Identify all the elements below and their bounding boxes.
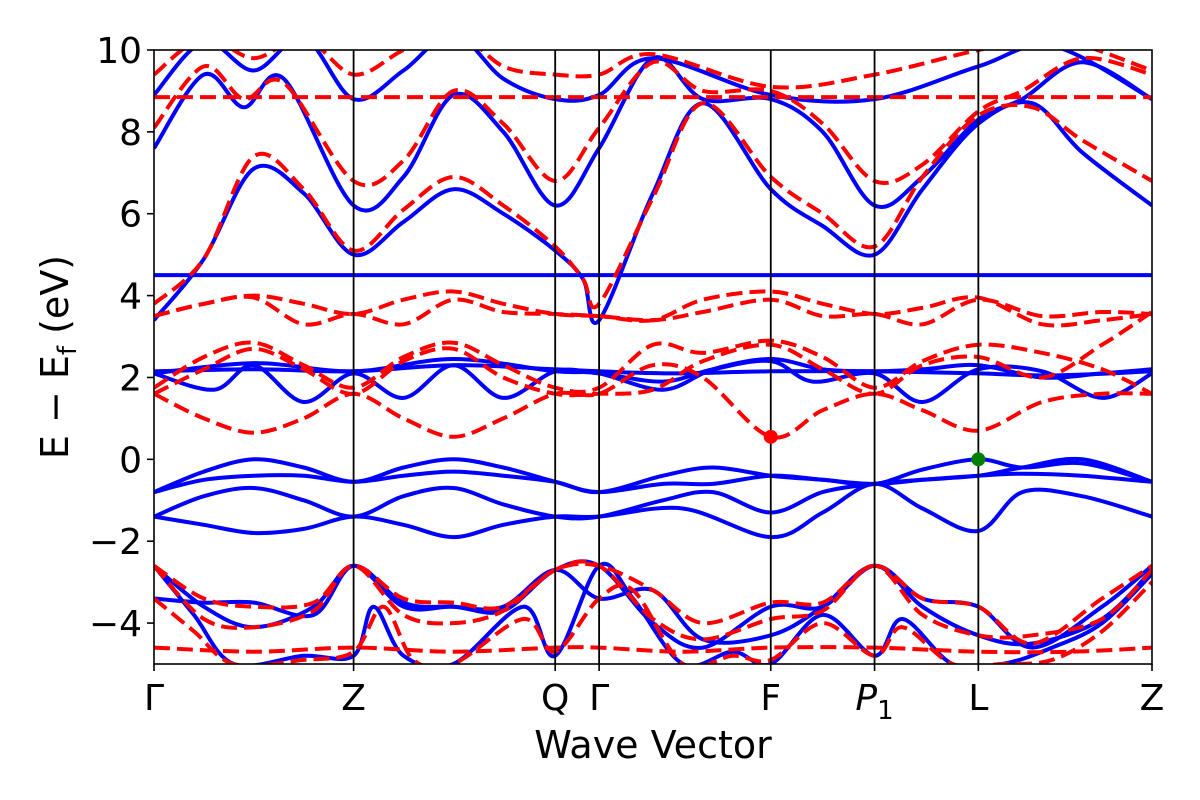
y-tick-label: −2 <box>89 522 142 563</box>
x-tick-label-6: P1 <box>855 678 893 726</box>
y-axis-title-unit: (eV) <box>33 255 77 346</box>
dashed-band-13 <box>154 580 1152 664</box>
y-axis-ticks: −4 −2 0 2 4 6 8 10 <box>89 31 154 645</box>
solid-band-9 <box>154 100 1152 325</box>
solid-band-5 <box>154 358 1152 405</box>
band-series <box>154 50 1152 664</box>
dashed-band-3 <box>154 338 1152 396</box>
dashed-band-5 <box>154 289 1152 328</box>
y-tick-label: 6 <box>119 195 142 236</box>
solid-band-10 <box>154 55 1152 213</box>
y-tick-label: −4 <box>89 604 142 645</box>
dashed-band-12 <box>154 645 1152 655</box>
y-axis-title-sub: f <box>53 345 83 355</box>
dashed-band-10 <box>154 561 1152 646</box>
x-tick-label-main: Z <box>1140 678 1165 719</box>
y-tick-label: 4 <box>119 277 142 318</box>
x-tick-label-1: Γ <box>144 678 164 719</box>
y-axis-title-base: E − E <box>33 355 77 459</box>
solid-band-1 <box>154 481 1152 540</box>
solid-band-13 <box>154 563 1152 647</box>
dashed-band-6 <box>154 101 1152 310</box>
x-tick-label-main: L <box>968 678 988 719</box>
cbm-marker <box>763 429 778 444</box>
x-tick-label-main: P <box>855 678 877 719</box>
high-symmetry-lines <box>352 50 980 664</box>
y-axis-title: E − Ef (eV) <box>33 255 83 459</box>
x-tick-label-main: Γ <box>589 678 609 719</box>
y-tick-label: 8 <box>119 113 142 154</box>
vbm-marker <box>971 452 986 467</box>
extremum-markers <box>763 429 986 467</box>
dashed-band-11 <box>154 559 1152 642</box>
x-tick-label-main: Z <box>341 678 366 719</box>
x-tick-label-main: Q <box>541 678 569 719</box>
x-tick-label-main: Γ <box>144 678 164 719</box>
plot-frame <box>153 49 1153 665</box>
solid-band-11 <box>154 50 1152 104</box>
dashed-band-7 <box>154 55 1152 188</box>
y-tick-label: 10 <box>96 31 142 72</box>
x-axis-ticks: Γ Z Q Γ F P1 L Z <box>144 664 1164 726</box>
dashed-band-1 <box>154 362 1152 440</box>
y-tick-label: 2 <box>119 358 142 399</box>
solid-band-12 <box>154 559 1152 650</box>
x-axis-title: Wave Vector <box>534 723 772 767</box>
x-tick-label-5: F <box>760 678 781 719</box>
x-tick-label-8: Z <box>1140 678 1165 719</box>
x-tick-label-7: L <box>968 678 988 719</box>
x-tick-label-4: Γ <box>589 678 609 719</box>
x-tick-label-2: Z <box>341 678 366 719</box>
y-tick-label: 0 <box>119 440 142 481</box>
x-tick-label-3: Q <box>541 678 569 719</box>
x-tick-label-main: F <box>760 678 781 719</box>
x-tick-label-sub: 1 <box>877 696 894 726</box>
dashed-band-4 <box>154 289 1152 327</box>
